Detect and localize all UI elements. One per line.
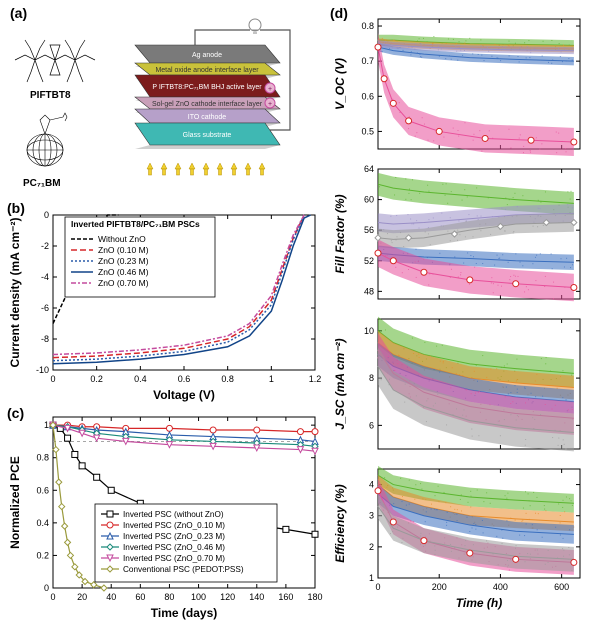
svg-text:Inverted PSC (ZnO_0.23 M): Inverted PSC (ZnO_0.23 M) bbox=[123, 532, 225, 541]
svg-text:Metal oxide anode interface la: Metal oxide anode interface layer bbox=[155, 67, 259, 74]
svg-text:100: 100 bbox=[191, 592, 206, 602]
svg-text:4: 4 bbox=[369, 480, 374, 490]
panel-d-subchart: 0 200 400 600 1 2 3 4 Time (h) Efficiency (%) bbox=[330, 463, 580, 611]
svg-text:Efficiency (%): Efficiency (%) bbox=[333, 484, 347, 562]
svg-text:Ag anode: Ag anode bbox=[192, 52, 222, 59]
svg-text:ITO cathode: ITO cathode bbox=[188, 114, 227, 121]
panel-d-subchart: 48 52 56 60 64 Fill Factor (%) bbox=[330, 163, 580, 311]
svg-text:0: 0 bbox=[44, 583, 49, 593]
left-column: (a) PIFTBT8 PC₇₁BM bbox=[5, 5, 325, 625]
svg-text:40: 40 bbox=[106, 592, 116, 602]
svg-text:0.2: 0.2 bbox=[90, 374, 103, 384]
svg-text:Normalized PCE: Normalized PCE bbox=[8, 456, 22, 549]
svg-text:0.6: 0.6 bbox=[361, 91, 374, 101]
svg-text:0.2: 0.2 bbox=[36, 550, 49, 560]
svg-text:200: 200 bbox=[432, 582, 447, 592]
svg-text:0: 0 bbox=[44, 210, 49, 220]
device-stack: Ag anode Metal oxide anode interface laye… bbox=[115, 15, 310, 185]
label-c: (c) bbox=[7, 405, 24, 421]
molecule-piftbt8-label: PIFTBT8 bbox=[30, 90, 71, 101]
svg-text:10: 10 bbox=[364, 326, 374, 336]
svg-text:0.7: 0.7 bbox=[361, 56, 374, 66]
svg-text:20: 20 bbox=[77, 592, 87, 602]
svg-text:64: 64 bbox=[364, 164, 374, 174]
svg-text:1: 1 bbox=[369, 573, 374, 583]
svg-text:6: 6 bbox=[369, 420, 374, 430]
svg-text:0.6: 0.6 bbox=[178, 374, 191, 384]
svg-text:600: 600 bbox=[554, 582, 569, 592]
svg-text:Time (days): Time (days) bbox=[151, 606, 217, 620]
svg-text:ZnO (0.46 M): ZnO (0.46 M) bbox=[98, 267, 149, 277]
svg-text:Current density (mA cm⁻²): Current density (mA cm⁻²) bbox=[8, 218, 22, 368]
svg-text:160: 160 bbox=[278, 592, 293, 602]
label-a: (a) bbox=[10, 5, 27, 21]
svg-text:0.4: 0.4 bbox=[134, 374, 147, 384]
svg-text:P IFTBT8:PC₇₁BM BHJ active lay: P IFTBT8:PC₇₁BM BHJ active layer bbox=[152, 84, 262, 91]
svg-text:400: 400 bbox=[493, 582, 508, 592]
svg-text:Inverted PSC (ZnO_0.46 M): Inverted PSC (ZnO_0.46 M) bbox=[123, 543, 225, 552]
panel-b-chart: (b) 0 0.2 0.4 0.6 0.8 1 1.2 -10 -8 -6 -4 -2 0 Voltage… bbox=[5, 200, 323, 405]
molecule-piftbt8-icon bbox=[5, 30, 105, 90]
svg-text:0.5: 0.5 bbox=[361, 126, 374, 136]
svg-text:ZnO (0.70 M): ZnO (0.70 M) bbox=[98, 278, 149, 288]
svg-text:0.6: 0.6 bbox=[36, 485, 49, 495]
label-b: (b) bbox=[7, 200, 25, 216]
svg-text:80: 80 bbox=[164, 592, 174, 602]
svg-text:Time (h): Time (h) bbox=[456, 596, 502, 610]
svg-text:0: 0 bbox=[50, 592, 55, 602]
svg-text:ZnO (0.23 M): ZnO (0.23 M) bbox=[98, 256, 149, 266]
panel-a: (a) PIFTBT8 PC₇₁BM bbox=[5, 5, 325, 200]
panel-d-subchart: 6 8 10 J_SC (mA cm⁻²) bbox=[330, 313, 580, 461]
svg-text:+: + bbox=[268, 86, 272, 93]
svg-text:0.8: 0.8 bbox=[361, 21, 374, 31]
svg-text:60: 60 bbox=[364, 195, 374, 205]
svg-text:1: 1 bbox=[44, 420, 49, 430]
svg-text:120: 120 bbox=[220, 592, 235, 602]
svg-text:Glass substrate: Glass substrate bbox=[183, 132, 232, 139]
svg-text:+: + bbox=[268, 101, 272, 108]
svg-text:0.4: 0.4 bbox=[36, 518, 49, 528]
svg-text:-6: -6 bbox=[41, 303, 49, 313]
svg-text:-10: -10 bbox=[36, 365, 49, 375]
panel-d-subchart: 0.5 0.6 0.7 0.8 V_OC (V) bbox=[330, 13, 580, 161]
svg-text:8: 8 bbox=[369, 373, 374, 383]
svg-text:Inverted PSC (ZnO_0.10 M): Inverted PSC (ZnO_0.10 M) bbox=[123, 521, 225, 530]
svg-text:56: 56 bbox=[364, 225, 374, 235]
svg-text:Sol-gel ZnO cathode interface: Sol-gel ZnO cathode interface layer bbox=[152, 101, 263, 108]
panel-d-charts: 0.50.60.70.8V_OC (V)4852566064Fill Facto… bbox=[330, 13, 590, 613]
molecule-pc71bm-icon bbox=[15, 105, 75, 175]
svg-text:48: 48 bbox=[364, 286, 374, 296]
svg-text:3: 3 bbox=[369, 511, 374, 521]
svg-text:Fill Factor (%): Fill Factor (%) bbox=[333, 194, 347, 273]
molecule-pc71bm-label: PC₇₁BM bbox=[23, 178, 61, 189]
svg-text:1.2: 1.2 bbox=[309, 374, 322, 384]
svg-text:0.8: 0.8 bbox=[221, 374, 234, 384]
panel-c-chart: (c) 0 20 40 60 80 100 120 140 160 180 0 0.2 0.4 0.6 0.… bbox=[5, 405, 323, 623]
svg-text:ZnO (0.10 M): ZnO (0.10 M) bbox=[98, 245, 149, 255]
svg-text:Inverted PSC (without ZnO): Inverted PSC (without ZnO) bbox=[123, 510, 224, 519]
right-column: (d) 0.50.60.70.8V_OC (V)4852566064Fill F… bbox=[330, 5, 595, 625]
svg-text:Voltage (V): Voltage (V) bbox=[153, 388, 215, 402]
svg-text:J_SC (mA cm⁻²): J_SC (mA cm⁻²) bbox=[333, 338, 347, 429]
svg-text:-4: -4 bbox=[41, 272, 49, 282]
svg-text:0: 0 bbox=[375, 582, 380, 592]
svg-text:Inverted PIFTBT8/PC₇₁BM PSCs: Inverted PIFTBT8/PC₇₁BM PSCs bbox=[71, 219, 200, 229]
svg-text:2: 2 bbox=[369, 542, 374, 552]
svg-text:60: 60 bbox=[135, 592, 145, 602]
svg-text:Without ZnO: Without ZnO bbox=[98, 234, 146, 244]
svg-text:140: 140 bbox=[249, 592, 264, 602]
svg-text:Conventional PSC (PEDOT:PSS): Conventional PSC (PEDOT:PSS) bbox=[123, 565, 244, 574]
svg-text:1: 1 bbox=[269, 374, 274, 384]
svg-text:V_OC (V): V_OC (V) bbox=[333, 58, 347, 110]
svg-text:-8: -8 bbox=[41, 334, 49, 344]
svg-text:0.8: 0.8 bbox=[36, 453, 49, 463]
svg-text:180: 180 bbox=[307, 592, 322, 602]
svg-text:Inverted PSC (ZnO_0.70 M): Inverted PSC (ZnO_0.70 M) bbox=[123, 554, 225, 563]
svg-text:-2: -2 bbox=[41, 241, 49, 251]
svg-text:52: 52 bbox=[364, 256, 374, 266]
svg-text:0: 0 bbox=[50, 374, 55, 384]
